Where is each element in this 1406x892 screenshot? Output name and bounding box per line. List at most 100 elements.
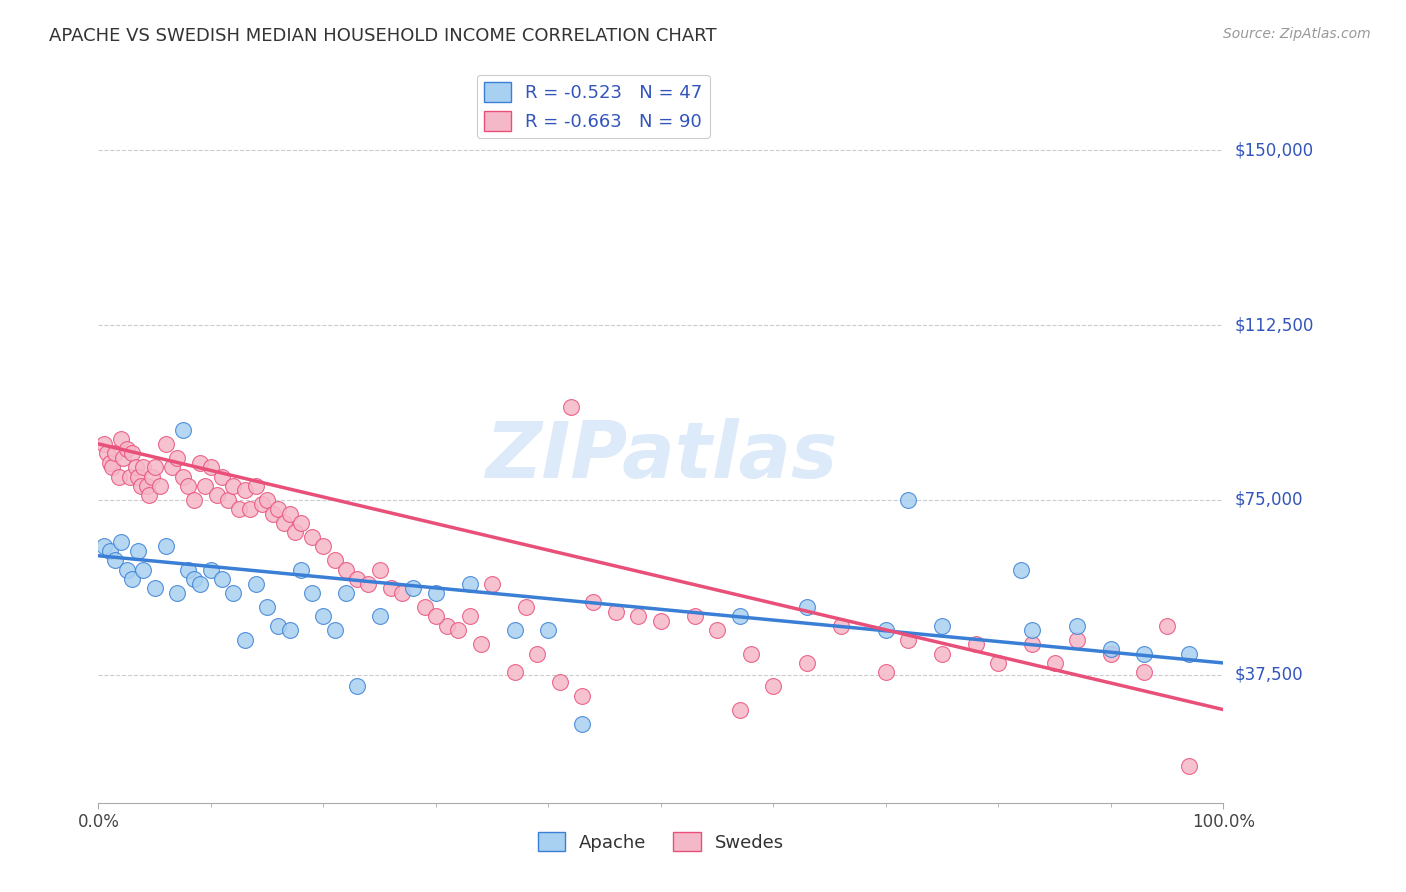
Point: [425, 586, 447, 600]
Point: [245, 576, 267, 591]
Point: [267, 618, 290, 632]
Point: [571, 689, 593, 703]
Point: [526, 647, 548, 661]
Point: [1099, 647, 1122, 661]
Point: [149, 479, 172, 493]
Point: [256, 492, 278, 507]
Point: [183, 572, 205, 586]
Point: [107, 469, 129, 483]
Point: [118, 469, 141, 483]
Point: [290, 516, 312, 530]
Point: [200, 563, 222, 577]
Point: [172, 469, 194, 483]
Point: [728, 609, 751, 624]
Point: [115, 442, 138, 456]
Point: [188, 456, 211, 470]
Point: [515, 600, 537, 615]
Point: [312, 609, 335, 624]
Text: $150,000: $150,000: [1234, 141, 1313, 159]
Point: [1178, 758, 1201, 772]
Point: [571, 716, 593, 731]
Point: [121, 572, 143, 586]
Point: [875, 624, 897, 638]
Point: [129, 479, 152, 493]
Point: [155, 437, 177, 451]
Point: [233, 483, 256, 498]
Point: [228, 502, 250, 516]
Point: [177, 479, 200, 493]
Point: [481, 576, 503, 591]
Point: [155, 540, 177, 554]
Point: [560, 400, 582, 414]
Legend: Apache, Swedes: Apache, Swedes: [530, 824, 792, 859]
Point: [830, 618, 852, 632]
Point: [796, 600, 818, 615]
Point: [447, 624, 470, 638]
Point: [132, 563, 155, 577]
Point: [368, 609, 391, 624]
Point: [124, 460, 146, 475]
Point: [582, 595, 605, 609]
Point: [897, 632, 920, 647]
Point: [458, 576, 481, 591]
Point: [650, 614, 672, 628]
Point: [627, 609, 650, 624]
Point: [110, 432, 132, 446]
Point: [987, 656, 1010, 670]
Point: [965, 637, 987, 651]
Point: [1099, 642, 1122, 657]
Point: [256, 600, 278, 615]
Point: [115, 563, 138, 577]
Point: [323, 624, 346, 638]
Point: [503, 665, 526, 680]
Point: [436, 618, 458, 632]
Point: [368, 563, 391, 577]
Point: [278, 507, 301, 521]
Text: $37,500: $37,500: [1234, 665, 1303, 683]
Point: [250, 498, 273, 512]
Point: [110, 534, 132, 549]
Point: [96, 446, 118, 460]
Point: [1021, 624, 1043, 638]
Point: [104, 553, 127, 567]
Point: [346, 572, 368, 586]
Point: [278, 624, 301, 638]
Point: [706, 624, 728, 638]
Point: [335, 563, 357, 577]
Point: [1156, 618, 1178, 632]
Point: [1178, 647, 1201, 661]
Point: [1133, 647, 1156, 661]
Point: [194, 479, 217, 493]
Point: [112, 450, 135, 465]
Point: [143, 460, 166, 475]
Point: [143, 582, 166, 596]
Point: [346, 679, 368, 693]
Point: [104, 446, 127, 460]
Point: [301, 586, 323, 600]
Point: [172, 423, 194, 437]
Point: [205, 488, 228, 502]
Point: [233, 632, 256, 647]
Point: [239, 502, 262, 516]
Point: [284, 525, 307, 540]
Point: [548, 674, 571, 689]
Point: [1043, 656, 1066, 670]
Point: [160, 460, 183, 475]
Point: [537, 624, 560, 638]
Point: [1010, 563, 1032, 577]
Point: [98, 544, 121, 558]
Point: [290, 563, 312, 577]
Text: APACHE VS SWEDISH MEDIAN HOUSEHOLD INCOME CORRELATION CHART: APACHE VS SWEDISH MEDIAN HOUSEHOLD INCOM…: [49, 27, 717, 45]
Point: [135, 479, 157, 493]
Point: [222, 479, 245, 493]
Point: [762, 679, 785, 693]
Point: [323, 553, 346, 567]
Point: [1021, 637, 1043, 651]
Point: [217, 492, 239, 507]
Point: [740, 647, 762, 661]
Point: [402, 582, 425, 596]
Point: [875, 665, 897, 680]
Point: [931, 618, 953, 632]
Point: [413, 600, 436, 615]
Point: [335, 586, 357, 600]
